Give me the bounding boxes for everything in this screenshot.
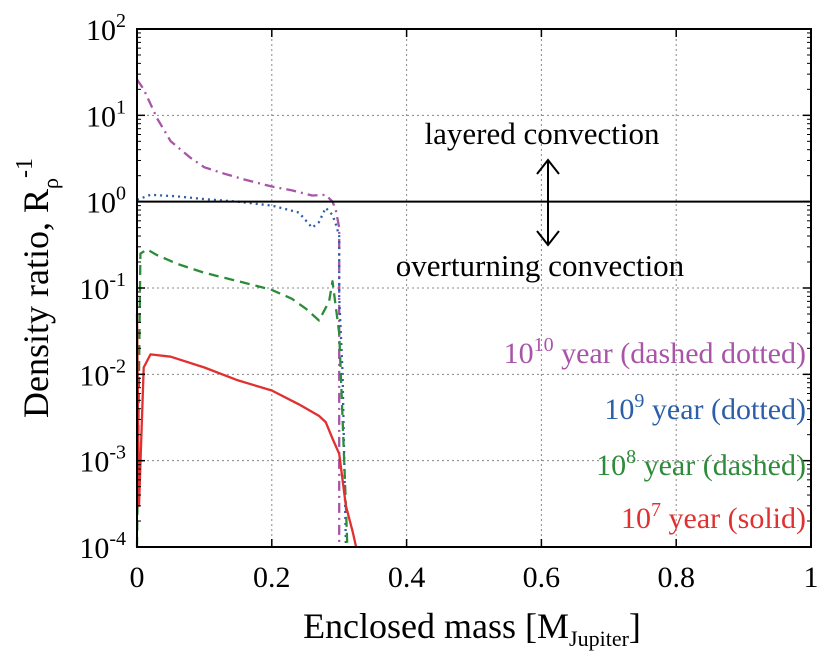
legend-text: year (solid) (661, 502, 806, 535)
legend-text: year (dashed) (636, 449, 806, 482)
y-axis-label-main: Density ratio, R (16, 189, 56, 418)
y-tick-label: 101 (86, 96, 126, 133)
y-tick-label: 10-1 (79, 269, 126, 306)
arrow-head-up (536, 158, 560, 175)
y-tick-exponent: 2 (116, 10, 126, 32)
y-tick-label: 102 (86, 10, 126, 47)
series-line-solid (135, 313, 358, 548)
y-tick-exponent: -2 (109, 355, 126, 377)
x-axis-label-close: ] (629, 606, 641, 646)
y-tick-base: 10 (86, 187, 116, 220)
legend: 1010 year (dashed dotted)109 year (dotte… (504, 334, 806, 535)
y-axis-label-subscript: ρ (38, 178, 63, 189)
y-tick-label: 10-2 (79, 355, 126, 392)
y-tick-label: 10-3 (79, 442, 126, 479)
y-tick-exponent: 1 (116, 96, 126, 118)
x-tick-label: 1 (804, 561, 819, 594)
legend-base: 10 (596, 449, 626, 482)
legend-exponent: 8 (626, 446, 636, 468)
legend-base: 10 (504, 337, 534, 370)
legend-entry: 1010 year (dashed dotted) (504, 334, 806, 370)
legend-entry: 108 year (dashed) (596, 446, 806, 482)
annotation-layered-convection: layered convection (425, 116, 660, 151)
y-axis-label-superscript: -1 (12, 158, 38, 178)
y-tick-base: 10 (79, 532, 109, 565)
x-tick-label: 0.4 (388, 561, 426, 594)
y-tick-label: 100 (86, 183, 126, 220)
annotation-overturning-convection: overturning convection (396, 248, 685, 283)
x-tick-label: 0 (130, 561, 145, 594)
series-line-dashed (135, 248, 349, 548)
legend-exponent: 10 (534, 334, 554, 356)
series-layer (135, 78, 358, 548)
y-axis-label: Density ratio, Rρ-1 (12, 158, 63, 418)
legend-entry: 107 year (solid) (621, 499, 806, 535)
x-axis-ticks: 0 0.2 0.4 0.6 0.8 1 (130, 29, 819, 594)
legend-text: year (dashed dotted) (554, 337, 806, 370)
x-tick-label: 0.6 (523, 561, 561, 594)
x-axis-label: Enclosed mass [MJupiter] (303, 606, 641, 651)
x-tick-label: 0.2 (253, 561, 291, 594)
y-tick-exponent: -1 (109, 269, 126, 291)
legend-exponent: 9 (634, 390, 644, 412)
y-tick-base: 10 (79, 446, 109, 479)
arrow-head-down (536, 230, 560, 247)
series-line-dashdot (136, 78, 341, 547)
y-tick-exponent: -3 (109, 442, 126, 464)
x-axis-label-subscript: Jupiter (569, 626, 630, 651)
y-tick-base: 10 (86, 14, 116, 47)
series-line-dotted (136, 193, 348, 548)
y-tick-label: 10-4 (79, 528, 126, 565)
legend-entry: 109 year (dotted) (604, 390, 806, 426)
legend-text: year (dotted) (644, 393, 806, 426)
y-tick-base: 10 (86, 100, 116, 133)
x-axis-label-main: Enclosed mass [M (303, 606, 569, 646)
legend-base: 10 (604, 393, 634, 426)
legend-exponent: 7 (651, 499, 661, 521)
x-tick-label: 0.8 (657, 561, 695, 594)
double-arrow (536, 158, 560, 247)
y-tick-exponent: -4 (109, 528, 126, 550)
legend-base: 10 (621, 502, 651, 535)
y-tick-base: 10 (79, 359, 109, 392)
y-tick-exponent: 0 (116, 183, 126, 205)
y-tick-base: 10 (79, 273, 109, 306)
